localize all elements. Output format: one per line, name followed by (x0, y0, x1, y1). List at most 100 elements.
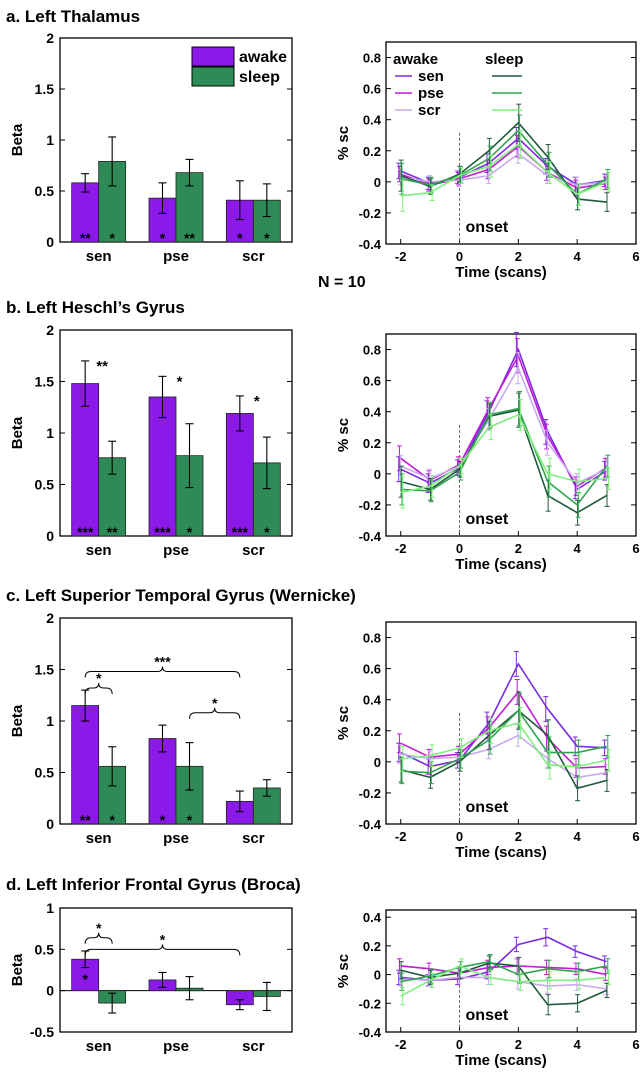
y-tick-label: 2 (46, 610, 54, 626)
significance-star: * (187, 812, 193, 828)
bar-awake-sen (71, 705, 100, 825)
significance-star: *** (77, 524, 94, 540)
x-axis-label: Time (scans) (455, 264, 546, 281)
x-tick-label: -2 (395, 1037, 407, 1052)
panel-title-b: b. Left Heschl’s Gyrus (6, 298, 185, 317)
significance-star: ** (80, 812, 91, 828)
y-tick-label: -0.4 (359, 817, 382, 832)
panel-title-c: c. Left Superior Temporal Gyrus (Wernick… (6, 586, 356, 605)
onset-label: onset (466, 799, 509, 816)
y-tick-label: 0.5 (35, 183, 55, 199)
significance-bracket (189, 707, 241, 719)
y-axis-label: Beta (9, 704, 26, 737)
bracket-star: * (160, 931, 166, 947)
y-tick-label: 0 (46, 816, 54, 832)
y-tick-label: 0.6 (363, 374, 381, 389)
y-axis-label: Beta (9, 416, 26, 449)
bar-chart-3: -0.5 0 0.5 1 Beta sen * pse scr * * (9, 900, 293, 1055)
line-plot-frame (385, 41, 637, 245)
y-tick-label: 0.4 (363, 113, 382, 128)
significance-star: * (160, 812, 166, 828)
line-chart-3: -0.4 -0.2 0 0.2 0.4 -2 0 2 4 6 Time (scans) % sc ons… (335, 909, 640, 1069)
x-tick-label: 6 (632, 1037, 639, 1052)
y-tick-label: 1 (46, 425, 54, 441)
significance-star: ** (184, 230, 195, 246)
y-tick-label: 1 (46, 713, 54, 729)
significance-star: * (187, 524, 193, 540)
significance-star-top: * (177, 373, 183, 390)
x-tick-label: 0 (456, 541, 463, 556)
significance-star: * (160, 230, 166, 246)
line-plot-frame (385, 909, 637, 1033)
y-tick-label: 1.5 (35, 81, 55, 97)
bar-awake-pse (148, 396, 177, 537)
bar-awake-scr (225, 413, 254, 537)
bar-awake-sen (71, 383, 100, 537)
y-tick-label: 1 (46, 132, 54, 148)
x-tick-label: 4 (574, 1037, 582, 1052)
bar-legend-awake-swatch (191, 46, 235, 67)
x-axis-label: Time (scans) (455, 1052, 546, 1069)
y-tick-label: 0.8 (363, 343, 381, 358)
line-chart-1: -0.4 -0.2 0 0.2 0.4 0.6 0.8 -2 0 2 4 6 Time (scans)%… (335, 331, 640, 573)
bar-legend-sleep-label: sleep (239, 69, 280, 86)
y-tick-label: -0.2 (359, 786, 381, 801)
series-line-awake-scr (400, 734, 607, 779)
x-tick-label: 6 (632, 249, 639, 264)
series-line-awake-sen (400, 347, 608, 491)
y-tick-label: 0.2 (363, 436, 381, 451)
significance-star: * (109, 812, 115, 828)
y-tick-label: 0.4 (363, 910, 382, 925)
sample-size-label: N = 10 (318, 274, 366, 291)
y-tick-label: -0.4 (359, 529, 382, 544)
significance-star-top: * (254, 393, 260, 410)
significance-star: * (264, 230, 270, 246)
series-line-sleep-pse (400, 960, 607, 983)
y-tick-label: 0.4 (363, 693, 382, 708)
x-category-label: scr (242, 542, 265, 559)
line-legend: awake sleep sen pse scr (393, 51, 523, 119)
bar-plot-frame (59, 907, 293, 1033)
y-tick-label: -0.2 (359, 996, 381, 1011)
x-category-label: pse (163, 1038, 189, 1055)
y-tick-label: 0 (374, 175, 381, 190)
x-tick-label: 0 (456, 249, 463, 264)
x-tick-label: 4 (574, 249, 582, 264)
y-tick-label: 0.4 (363, 405, 382, 420)
panel-title-d: d. Left Inferior Frontal Gyrus (Broca) (6, 875, 301, 894)
y-tick-label: 0 (46, 234, 54, 250)
series-line-sleep-pse (400, 129, 607, 196)
y-axis-label: % sc (335, 706, 352, 740)
y-tick-label: 0.2 (363, 724, 381, 739)
bar-legend-sleep-swatch (191, 66, 235, 87)
line-chart-2: -0.4 -0.2 0 0.2 0.4 0.6 0.8 -2 0 2 4 6 Time (scans)%… (335, 621, 640, 861)
onset-label: onset (466, 219, 509, 236)
significance-star: ** (80, 230, 91, 246)
y-tick-label: -0.4 (359, 1025, 382, 1040)
y-axis-label: Beta (9, 953, 26, 986)
x-category-label: scr (242, 830, 265, 847)
line-plot-frame (385, 333, 637, 537)
y-tick-label: -0.4 (359, 237, 382, 252)
y-tick-label: 0 (374, 467, 381, 482)
x-tick-label: 4 (574, 541, 582, 556)
y-tick-label: 0.2 (363, 144, 381, 159)
y-tick-label: 0.5 (35, 941, 55, 957)
y-tick-label: 0.2 (363, 939, 381, 954)
x-tick-label: 6 (632, 541, 639, 556)
y-tick-label: 2 (46, 322, 54, 338)
bracket-star: *** (154, 654, 171, 670)
series-line-sleep-sen (400, 121, 607, 203)
series-line-sleep-scr (400, 413, 607, 494)
x-tick-label: -2 (395, 541, 407, 556)
y-tick-label: 0.5 (35, 477, 55, 493)
series-line-sleep-scr (400, 143, 607, 197)
x-category-label: sen (86, 248, 112, 265)
y-tick-label: 0.6 (363, 82, 381, 97)
series-line-sleep-sen (400, 709, 607, 790)
series-line-sleep-pse (400, 407, 608, 507)
y-tick-label: 2 (46, 30, 54, 46)
y-tick-label: 0 (46, 528, 54, 544)
